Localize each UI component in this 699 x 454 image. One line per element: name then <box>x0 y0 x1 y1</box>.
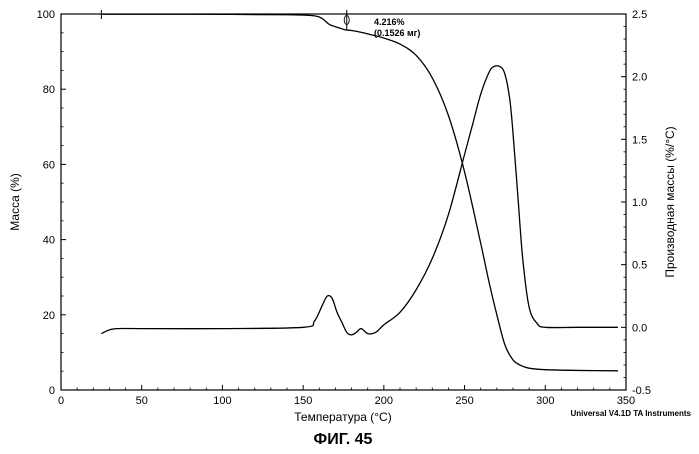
figure-title: ФИГ. 45 <box>314 431 373 448</box>
x-axis-title: Температура (°C) <box>294 410 391 424</box>
x-axis-ticks: 050100150200250300350 <box>58 385 635 407</box>
x-tick-label: 150 <box>294 395 312 407</box>
x-tick-label: 300 <box>536 395 554 407</box>
y2-tick-label: 1.0 <box>632 197 647 209</box>
instrument-credit: Universal V4.1D TA Instruments <box>571 409 692 418</box>
plot-frame <box>61 14 626 390</box>
y2-tick-label: 2.0 <box>632 72 647 84</box>
y-tick-label: 40 <box>43 235 55 247</box>
y-tick-label: 0 <box>49 385 55 397</box>
derivative-curve <box>101 66 618 335</box>
mass-loss-percent-label: 4.216% <box>374 17 405 27</box>
y-tick-label: 80 <box>43 84 55 96</box>
x-tick-label: 50 <box>136 395 148 407</box>
x-tick-label: 0 <box>58 395 64 407</box>
x-tick-label: 200 <box>375 395 393 407</box>
y2-tick-label: 1.5 <box>632 134 647 146</box>
tga-chart: 050100150200250300350 020406080100 -0.50… <box>0 0 699 454</box>
series-layer <box>101 14 618 371</box>
y-tick-label: 20 <box>43 310 55 322</box>
mass-curve <box>101 14 618 371</box>
y2-tick-label: 2.5 <box>632 9 647 21</box>
y-tick-label: 100 <box>37 9 55 21</box>
x-tick-label: 100 <box>213 395 231 407</box>
mass-loss-mg-label: (0.1526 мг) <box>374 28 420 38</box>
y2-tick-label: 0.5 <box>632 260 647 272</box>
y2-tick-label: -0.5 <box>632 385 651 397</box>
x-tick-label: 250 <box>455 395 473 407</box>
y-tick-label: 60 <box>43 159 55 171</box>
y-left-axis-title: Масса (%) <box>8 173 22 230</box>
y2-tick-label: 0.0 <box>632 322 647 334</box>
y-right-axis-title: Производная массы (%/°C) <box>663 126 677 277</box>
annotation-markers <box>101 10 349 30</box>
